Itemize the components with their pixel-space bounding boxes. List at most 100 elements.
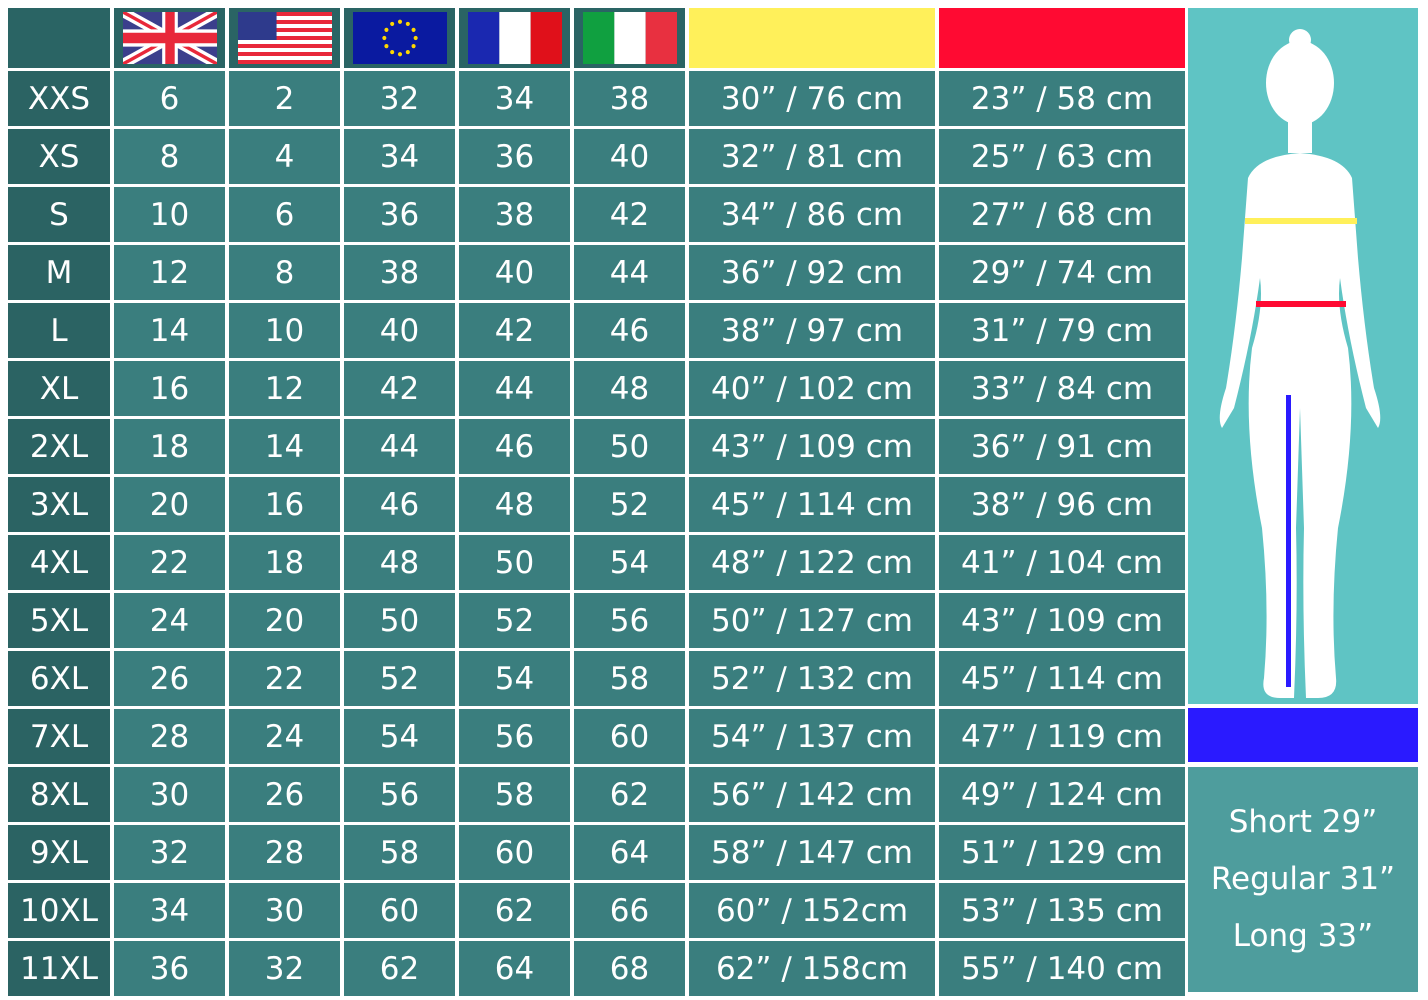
cell-chest: 48” / 122 cm <box>689 535 935 590</box>
cell-chest: 34” / 86 cm <box>689 187 935 242</box>
length-regular: Regular 31” <box>1210 861 1396 897</box>
cell-uk: 10 <box>114 187 225 242</box>
cell-chest: 30” / 76 cm <box>689 71 935 126</box>
cell-fr: 60 <box>459 825 570 880</box>
cell-fr: 62 <box>459 883 570 938</box>
cell-waist: 31” / 79 cm <box>939 303 1185 358</box>
cell-uk: 20 <box>114 477 225 532</box>
size-label: 7XL <box>8 709 110 764</box>
cell-chest: 60” / 152cm <box>689 883 935 938</box>
cell-waist: 27” / 68 cm <box>939 187 1185 242</box>
cell-chest: 40” / 102 cm <box>689 361 935 416</box>
cell-us: 10 <box>229 303 340 358</box>
cell-it: 52 <box>574 477 685 532</box>
cell-eu: 36 <box>344 187 455 242</box>
cell-chest: 38” / 97 cm <box>689 303 935 358</box>
cell-fr: 36 <box>459 129 570 184</box>
cell-uk: 30 <box>114 767 225 822</box>
cell-it: 54 <box>574 535 685 590</box>
size-label: 9XL <box>8 825 110 880</box>
italy-flag-icon <box>574 8 685 68</box>
cell-eu: 40 <box>344 303 455 358</box>
cell-it: 64 <box>574 825 685 880</box>
size-label: M <box>8 245 110 300</box>
body-silhouette-icon <box>1219 29 1381 698</box>
cell-waist: 41” / 104 cm <box>939 535 1185 590</box>
cell-uk: 8 <box>114 129 225 184</box>
cell-uk: 22 <box>114 535 225 590</box>
cell-eu: 46 <box>344 477 455 532</box>
cell-us: 22 <box>229 651 340 706</box>
cell-waist: 51” / 129 cm <box>939 825 1185 880</box>
cell-us: 24 <box>229 709 340 764</box>
cell-chest: 32” / 81 cm <box>689 129 935 184</box>
cell-waist: 43” / 109 cm <box>939 593 1185 648</box>
cell-fr: 64 <box>459 941 570 996</box>
cell-us: 20 <box>229 593 340 648</box>
size-label: 6XL <box>8 651 110 706</box>
cell-waist: 23” / 58 cm <box>939 71 1185 126</box>
size-label: 11XL <box>8 941 110 996</box>
cell-waist: 55” / 140 cm <box>939 941 1185 996</box>
cell-waist: 47” / 119 cm <box>939 709 1185 764</box>
cell-chest: 52” / 132 cm <box>689 651 935 706</box>
cell-uk: 16 <box>114 361 225 416</box>
size-label: S <box>8 187 110 242</box>
cell-it: 40 <box>574 129 685 184</box>
inseam-lengths: Short 29” Regular 31” Long 33” <box>1188 767 1418 992</box>
cell-chest: 50” / 127 cm <box>689 593 935 648</box>
cell-uk: 32 <box>114 825 225 880</box>
inseam-line-icon <box>1286 395 1291 687</box>
cell-fr: 34 <box>459 71 570 126</box>
cell-it: 68 <box>574 941 685 996</box>
eu-flag-icon <box>344 8 455 68</box>
size-label: XL <box>8 361 110 416</box>
cell-eu: 54 <box>344 709 455 764</box>
cell-it: 58 <box>574 651 685 706</box>
length-short: Short 29” <box>1228 804 1378 840</box>
cell-waist: 29” / 74 cm <box>939 245 1185 300</box>
cell-uk: 12 <box>114 245 225 300</box>
chest-measure-swatch <box>689 8 935 68</box>
cell-eu: 58 <box>344 825 455 880</box>
cell-eu: 62 <box>344 941 455 996</box>
cell-eu: 38 <box>344 245 455 300</box>
cell-eu: 56 <box>344 767 455 822</box>
cell-it: 62 <box>574 767 685 822</box>
cell-waist: 33” / 84 cm <box>939 361 1185 416</box>
cell-uk: 36 <box>114 941 225 996</box>
cell-fr: 42 <box>459 303 570 358</box>
cell-fr: 44 <box>459 361 570 416</box>
cell-us: 16 <box>229 477 340 532</box>
us-flag-icon <box>229 8 340 68</box>
cell-chest: 56” / 142 cm <box>689 767 935 822</box>
cell-eu: 52 <box>344 651 455 706</box>
cell-chest: 62” / 158cm <box>689 941 935 996</box>
cell-fr: 46 <box>459 419 570 474</box>
header-corner <box>8 8 110 68</box>
cell-fr: 54 <box>459 651 570 706</box>
waist-line-icon <box>1256 301 1346 307</box>
size-label: 3XL <box>8 477 110 532</box>
size-label: XXS <box>8 71 110 126</box>
cell-uk: 6 <box>114 71 225 126</box>
size-chart-table: XXS 6 2 32 34 38 30” / 76 cm 23” / 58 cm XS 8 4 34 3… <box>8 8 1185 996</box>
cell-uk: 24 <box>114 593 225 648</box>
cell-us: 28 <box>229 825 340 880</box>
inseam-measure-swatch <box>1188 708 1418 762</box>
cell-chest: 45” / 114 cm <box>689 477 935 532</box>
size-label: 8XL <box>8 767 110 822</box>
cell-eu: 44 <box>344 419 455 474</box>
cell-eu: 32 <box>344 71 455 126</box>
size-label: 2XL <box>8 419 110 474</box>
cell-uk: 18 <box>114 419 225 474</box>
waist-measure-swatch <box>939 8 1185 68</box>
cell-waist: 38” / 96 cm <box>939 477 1185 532</box>
cell-uk: 34 <box>114 883 225 938</box>
france-flag-icon <box>459 8 570 68</box>
length-long: Long 33” <box>1232 918 1374 954</box>
cell-it: 44 <box>574 245 685 300</box>
size-label: L <box>8 303 110 358</box>
cell-it: 46 <box>574 303 685 358</box>
cell-waist: 25” / 63 cm <box>939 129 1185 184</box>
